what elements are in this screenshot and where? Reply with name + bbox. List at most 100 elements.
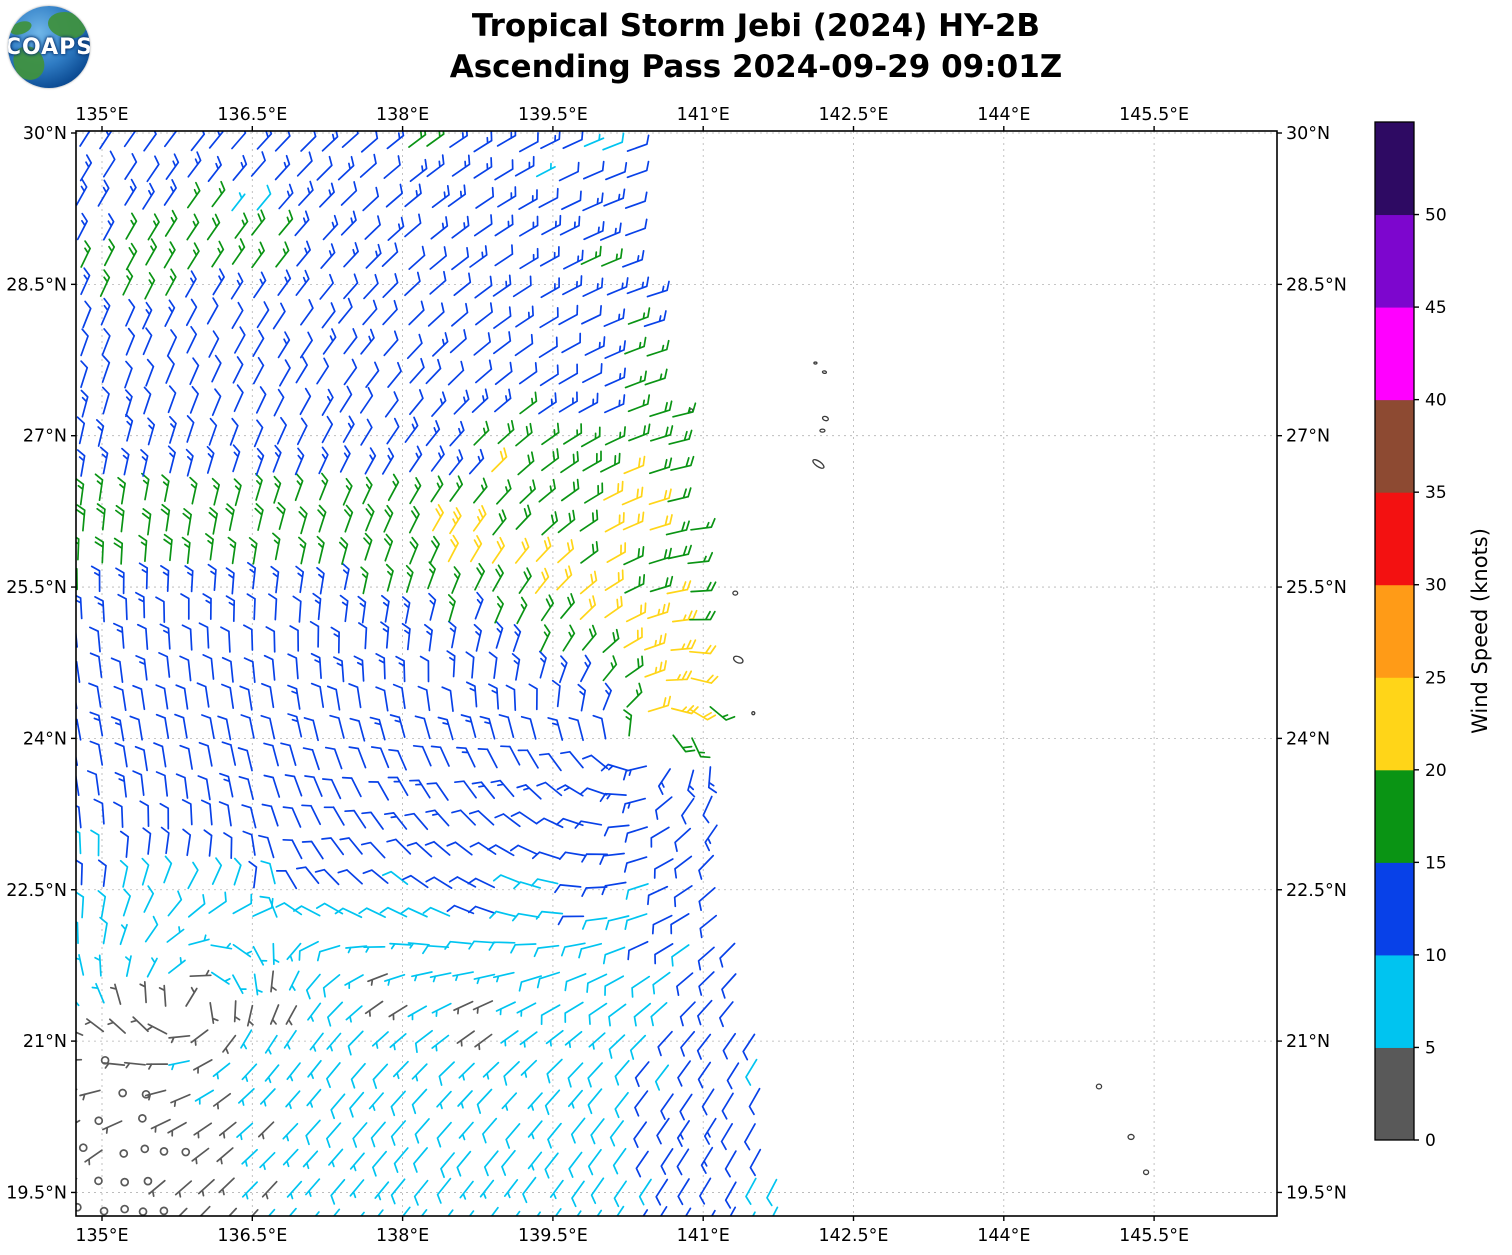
wind-barb xyxy=(125,242,138,271)
wind-barb xyxy=(347,1030,364,1056)
wind-barb xyxy=(181,536,191,565)
wind-barb xyxy=(174,713,188,739)
wind-barb xyxy=(181,624,193,651)
wind-barb xyxy=(211,180,226,208)
calm-wind-circle xyxy=(143,1176,153,1186)
wind-barb xyxy=(117,476,126,505)
wind-barb xyxy=(145,358,155,387)
wind-barb xyxy=(286,1062,301,1082)
colorbar-segment xyxy=(1375,862,1414,956)
wind-barb xyxy=(547,717,564,741)
wind-barb xyxy=(145,1063,169,1070)
wind-barb xyxy=(76,830,82,855)
wind-barb xyxy=(372,1063,389,1089)
wind-barb xyxy=(697,999,713,1026)
lat-tick-label-right: 19.5°N xyxy=(1286,1183,1347,1203)
wind-barb xyxy=(102,1120,123,1134)
wind-barb xyxy=(643,310,667,328)
wind-barb xyxy=(340,181,358,206)
wind-barb xyxy=(210,971,231,985)
wind-barb xyxy=(380,621,390,649)
colorbar-segment xyxy=(1375,307,1414,401)
wind-barb xyxy=(488,941,516,951)
wind-barb xyxy=(307,1002,322,1022)
wind-barb xyxy=(142,301,153,330)
wind-barb xyxy=(381,594,390,623)
wind-barb xyxy=(449,507,462,535)
wind-barb xyxy=(321,302,336,329)
wind-barb xyxy=(624,826,648,843)
wind-barb xyxy=(516,784,542,800)
wind-barb xyxy=(102,150,116,178)
wind-barb xyxy=(667,544,692,560)
wind-barb xyxy=(76,660,81,683)
wind-barb xyxy=(123,131,137,148)
wind-barb xyxy=(362,186,380,212)
wind-barb xyxy=(622,797,646,814)
wind-barb xyxy=(690,674,719,684)
wind-barb xyxy=(473,477,488,504)
wind-barb xyxy=(388,748,407,771)
wind-barb xyxy=(239,685,253,711)
wind-barb xyxy=(275,869,298,890)
wind-barb xyxy=(207,563,217,592)
wind-barb xyxy=(260,714,276,740)
wind-barb xyxy=(560,942,586,957)
wind-barb xyxy=(76,954,85,976)
wind-barb xyxy=(427,561,436,590)
lon-tick-label-top: 136.5°E xyxy=(217,105,287,125)
wind-barb xyxy=(649,514,673,531)
wind-barb xyxy=(515,1210,521,1216)
wind-barb xyxy=(186,213,200,241)
wind-barb xyxy=(724,1181,737,1209)
wind-barb xyxy=(622,765,648,781)
wind-barb xyxy=(270,565,280,594)
wind-barb xyxy=(634,1090,649,1117)
wind-barb xyxy=(592,714,607,740)
wind-barb xyxy=(359,386,374,414)
colorbar-tick-label: 0 xyxy=(1425,1131,1436,1151)
wind-barb xyxy=(700,1146,714,1174)
wind-barb xyxy=(390,1090,406,1117)
wind-barb xyxy=(381,242,399,267)
wind-barb xyxy=(89,740,104,766)
wind-barb xyxy=(557,509,576,534)
wind-barb xyxy=(382,273,399,299)
wind-barb xyxy=(343,273,359,300)
wind-barb xyxy=(359,153,377,178)
wind-barb xyxy=(625,218,648,237)
wind-barb xyxy=(646,280,670,298)
wind-barb xyxy=(109,983,122,1005)
wind-barb xyxy=(234,326,246,354)
wind-barb xyxy=(185,298,198,327)
wind-barb xyxy=(401,596,411,624)
wind-barb xyxy=(405,564,414,593)
wind-barb xyxy=(124,389,133,418)
wind-barb xyxy=(425,809,450,827)
wind-barb xyxy=(218,1121,237,1139)
wind-barb xyxy=(546,1058,563,1084)
wind-barb xyxy=(316,944,341,962)
wind-barb xyxy=(604,426,626,446)
wind-barb xyxy=(608,1034,626,1059)
wind-barb xyxy=(94,536,105,564)
wind-barb xyxy=(372,1150,387,1177)
wind-barb xyxy=(540,1004,561,1026)
wind-barb xyxy=(655,796,673,820)
wind-barb xyxy=(514,333,534,357)
wind-barb xyxy=(263,654,276,681)
wind-barb xyxy=(299,331,313,359)
wind-barb xyxy=(339,594,349,623)
wind-barb xyxy=(578,942,603,959)
wind-barb xyxy=(341,776,362,798)
wind-barb xyxy=(473,214,493,237)
wind-barb xyxy=(208,891,227,914)
colorbar-segment xyxy=(1375,677,1414,771)
wind-barb xyxy=(623,856,648,873)
wind-barb xyxy=(125,212,138,240)
wind-barb xyxy=(577,683,587,712)
wind-barb xyxy=(80,240,91,268)
wind-barb xyxy=(349,717,366,742)
wind-barb xyxy=(648,488,672,506)
wind-barb xyxy=(667,487,692,503)
